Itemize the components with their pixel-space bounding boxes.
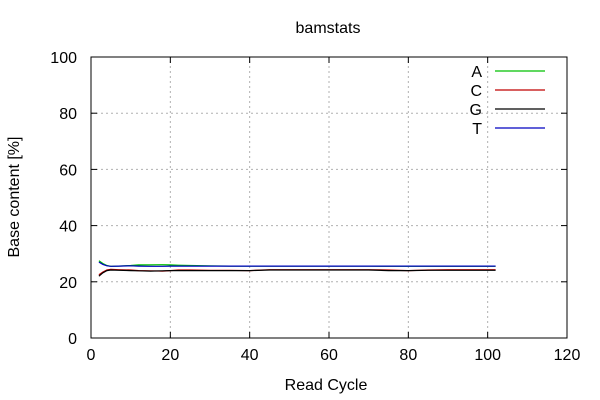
legend-label-c: C	[470, 83, 482, 100]
y-axis-label: Base content [%]	[6, 137, 23, 258]
series-layer	[98, 260, 496, 277]
chart-title: bamstats	[296, 20, 361, 37]
y-tick-label: 80	[59, 106, 77, 123]
series-line-a	[98, 260, 496, 267]
x-tick-label: 0	[87, 347, 96, 364]
y-tick-label: 40	[59, 219, 77, 236]
axis-ticks: 0 20 40 60 80 100 120 0 20 40 60 80 100	[50, 50, 580, 364]
x-tick-label: 40	[241, 347, 259, 364]
y-tick-label: 100	[50, 50, 77, 67]
y-tick-label: 0	[68, 331, 77, 348]
x-tick-label: 120	[554, 347, 581, 364]
x-axis-label: Read Cycle	[285, 377, 368, 394]
legend-label-t: T	[472, 121, 482, 138]
x-tick-label: 60	[320, 347, 338, 364]
x-tick-label: 100	[474, 347, 501, 364]
y-tick-label: 20	[59, 275, 77, 292]
grid	[91, 57, 567, 338]
series-line-t	[98, 261, 496, 267]
x-tick-label: 20	[161, 347, 179, 364]
x-tick-label: 80	[399, 347, 417, 364]
y-tick-label: 60	[59, 162, 77, 179]
series-line-g	[98, 269, 496, 277]
legend-label-a: A	[471, 64, 482, 81]
legend-label-g: G	[470, 102, 482, 119]
